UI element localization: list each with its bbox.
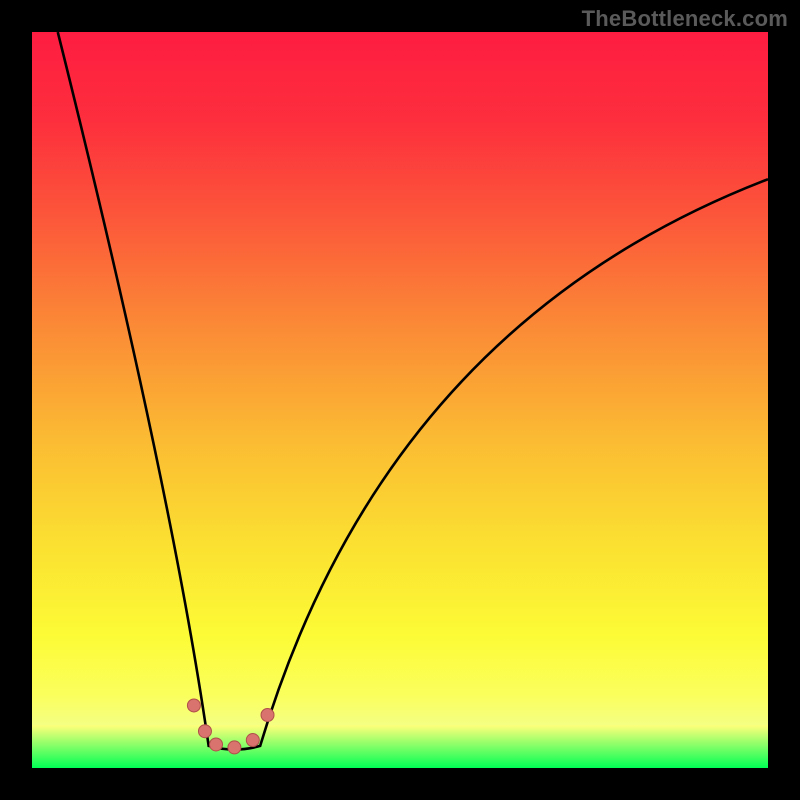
valley-marker xyxy=(210,738,223,751)
valley-marker xyxy=(261,709,274,722)
gradient-bg xyxy=(32,32,768,768)
plot-area xyxy=(32,32,768,768)
valley-marker xyxy=(198,725,211,738)
plot-svg xyxy=(32,32,768,768)
valley-marker xyxy=(187,699,200,712)
valley-marker xyxy=(228,741,241,754)
chart-frame: TheBottleneck.com xyxy=(0,0,800,800)
watermark-text: TheBottleneck.com xyxy=(582,6,788,32)
green-band xyxy=(32,725,768,768)
valley-marker xyxy=(246,734,259,747)
